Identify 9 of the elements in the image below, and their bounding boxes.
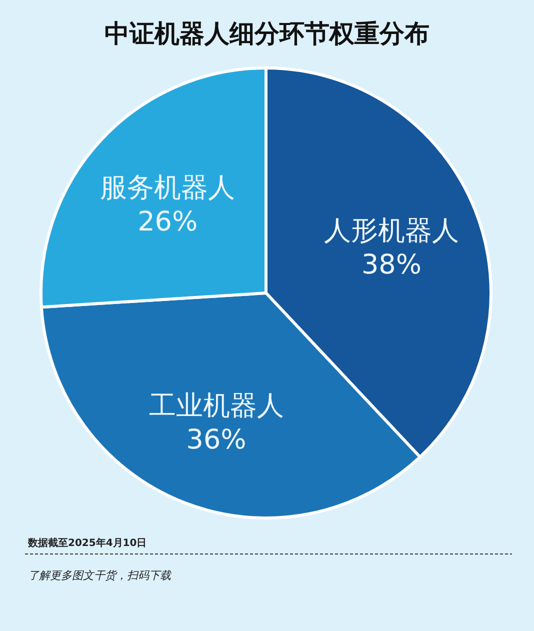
text: 数据截至2025年4月10日 [27,537,147,549]
data-label: 36% [186,424,246,456]
slice-label: 工业机器人 [148,390,284,422]
chart-title: 中证机器人细分环节权重分布 [104,19,430,48]
slice-label: 人形机器人 [324,215,460,246]
data-label: 26% [138,206,198,238]
slice-label: 服务机器人 [100,172,236,204]
text: 了解更多图文干货，扫码下载 [28,569,172,582]
data-label: 38% [362,249,422,280]
